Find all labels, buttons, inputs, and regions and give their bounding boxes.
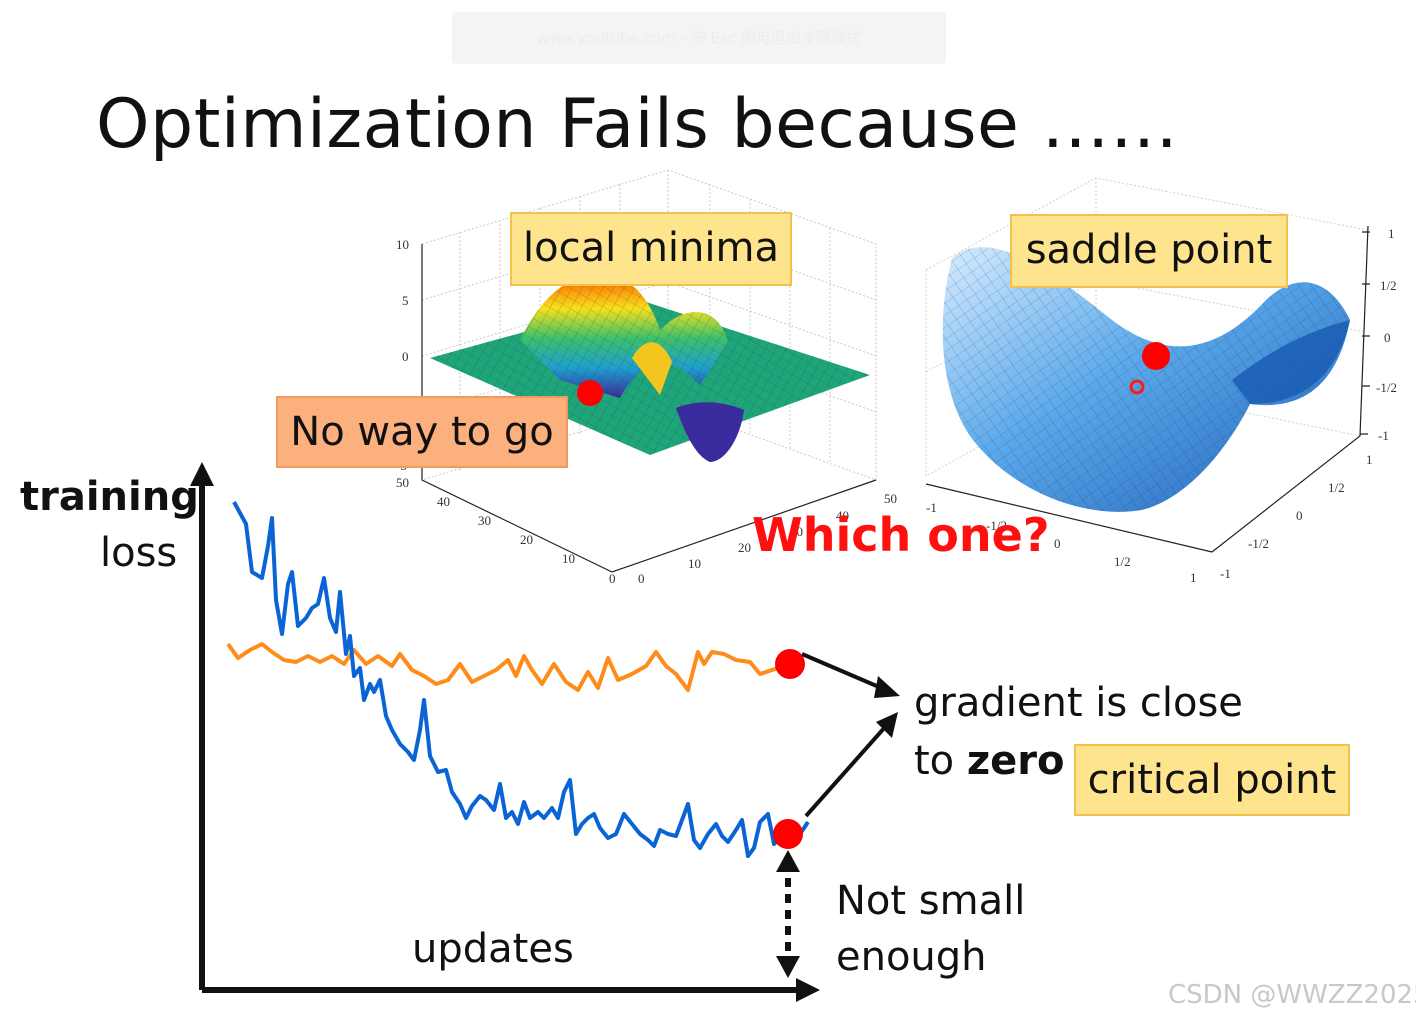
y-axis-arrowhead — [190, 462, 214, 486]
slide-title: Optimization Fails because …… — [96, 85, 1179, 164]
x-tick: 0 — [638, 571, 645, 586]
local-minima-point — [577, 380, 603, 406]
z-tick: 5 — [402, 293, 409, 308]
y-tick: 0 — [609, 571, 616, 586]
orange-loss-curve — [226, 642, 791, 692]
x-tick: 30 — [790, 524, 803, 539]
x-tick: 50 — [884, 491, 897, 506]
z-tick: 0 — [1384, 330, 1391, 345]
which-one-label: Which one? — [752, 508, 1050, 562]
saddle-point-marker — [1142, 342, 1170, 370]
training-loss-plot — [190, 462, 900, 1002]
arrow-to-gradient-upper — [801, 652, 887, 692]
critical-point-label: critical point — [1074, 744, 1350, 816]
local-minima-plot: 10 5 0 -5 50 40 30 20 10 0 0 10 20 30 40… — [396, 169, 897, 586]
x-tick: 40 — [836, 508, 849, 523]
blue-critical-point — [773, 819, 803, 849]
y-axis-label-training: training — [20, 474, 199, 520]
saddle-small-marker — [1129, 379, 1145, 395]
fullscreen-notice-banner: www.youtube.com - 按 Esc 即可退出全屏模式 — [452, 12, 946, 64]
saddle-point-plot: 1 1/2 0 -1/2 -1 1 1/2 0 -1/2 -1 -1 -1/2 … — [925, 177, 1397, 585]
y-tick: 50 — [396, 475, 409, 490]
gradient-close-label: gradient is close — [914, 680, 1243, 726]
zero-text: zero — [966, 738, 1065, 784]
z-tick: 1/2 — [1380, 278, 1397, 293]
saddle-point-label: saddle point — [1010, 214, 1288, 288]
watermark: CSDN @WWZZ2025 — [1168, 980, 1416, 1010]
x-tick: -1 — [926, 500, 937, 515]
y-tick: 40 — [437, 494, 450, 509]
x-tick: -1/2 — [986, 518, 1007, 533]
not-small-label: Not small — [836, 878, 1026, 924]
blue-loss-curve — [232, 501, 810, 858]
x-tick: 10 — [688, 556, 701, 571]
z-tick: -1 — [1378, 428, 1389, 443]
y-tick: 0 — [1296, 508, 1303, 523]
local-minima-label: local minima — [510, 212, 792, 286]
y-axis-label-loss: loss — [100, 530, 178, 576]
y-tick: 20 — [520, 532, 533, 547]
no-way-to-go-label: No way to go — [276, 396, 568, 468]
y-tick: -1 — [1220, 566, 1231, 581]
x-tick: 20 — [738, 540, 751, 555]
gradient-to-zero-label: to zero — [914, 738, 1065, 784]
x-tick: 0 — [1054, 536, 1061, 551]
enough-label: enough — [836, 934, 987, 980]
orange-critical-point — [775, 649, 805, 679]
x-tick: 1 — [1190, 570, 1197, 585]
x-tick: 1/2 — [1114, 554, 1131, 569]
y-tick: 1 — [1366, 452, 1373, 467]
x-axis-arrowhead — [796, 978, 820, 1002]
y-tick: 30 — [478, 513, 491, 528]
z-tick: 10 — [396, 237, 409, 252]
y-tick: -1/2 — [1248, 536, 1269, 551]
x-axis-label-updates: updates — [412, 926, 574, 972]
z-tick: 1 — [1388, 226, 1395, 241]
z-tick: 0 — [402, 349, 409, 364]
arrow-to-gradient-lower — [804, 724, 888, 818]
y-tick: 1/2 — [1328, 480, 1345, 495]
z-tick: -1/2 — [1376, 380, 1397, 395]
y-tick: 10 — [562, 551, 575, 566]
to-text: to — [914, 738, 967, 784]
